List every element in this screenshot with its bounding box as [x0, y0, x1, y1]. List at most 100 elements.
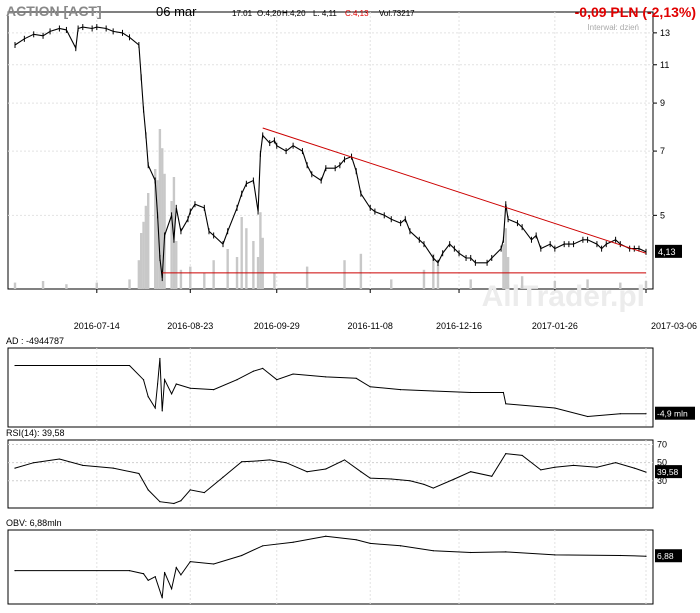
volume-bar	[154, 169, 157, 289]
interval-label: Interwał: dzień	[587, 23, 639, 32]
rsi-point	[491, 475, 493, 477]
obv-point	[470, 551, 472, 554]
obv-point	[14, 570, 16, 572]
volume-bar	[436, 265, 440, 289]
volume-bar	[147, 193, 150, 289]
ad-line	[15, 358, 646, 418]
rsi-point	[112, 467, 114, 469]
y-tick-label: 7	[660, 146, 665, 156]
obv-point	[645, 555, 647, 557]
ad-point	[147, 396, 149, 398]
rsi-point	[633, 467, 635, 469]
last-price-label: 4,13	[658, 247, 676, 257]
y-tick-label: 11	[660, 60, 669, 70]
ad-point	[505, 403, 507, 405]
x-tick-label: 2016-09-29	[254, 321, 300, 331]
obv-point	[175, 567, 177, 569]
obv-point	[554, 554, 556, 556]
volume-bar	[158, 129, 162, 289]
volume-bar	[156, 180, 159, 289]
header-open: O:4,20	[257, 9, 282, 18]
rsi-last-label: 39,58	[657, 467, 679, 477]
volume-bar	[422, 269, 426, 289]
rsi-point	[241, 461, 243, 463]
volume-bar	[644, 281, 648, 289]
price-change: -0,09 PLN (-2,13%)	[575, 4, 696, 20]
rsi-point	[147, 489, 149, 491]
rsi-point	[521, 454, 523, 457]
ad-point	[213, 389, 215, 391]
ad-point	[236, 379, 238, 381]
volume-bar	[252, 241, 255, 289]
volume-bar	[128, 279, 131, 289]
rsi-point	[138, 472, 140, 475]
ad-point	[586, 415, 589, 418]
volume-bar	[619, 282, 622, 289]
rsi-point	[470, 471, 472, 473]
rsi-y-tick-label: 30	[657, 476, 667, 486]
ad-point	[252, 370, 254, 372]
y-tick-label: 9	[660, 98, 665, 108]
volume-bar	[203, 273, 206, 289]
obv-point	[262, 545, 264, 547]
ad-point	[154, 407, 156, 409]
obv-point	[369, 542, 371, 545]
x-tick-label: 2016-11-08	[348, 321, 393, 331]
obv-point	[154, 576, 156, 578]
volume-bar	[170, 201, 173, 289]
volume-bar	[305, 266, 309, 289]
volume-bar	[189, 266, 192, 289]
rsi-point	[159, 501, 161, 503]
ad-point	[355, 377, 357, 379]
volume-bar	[137, 260, 141, 289]
rsi-point	[572, 464, 575, 466]
rsi-point	[285, 462, 287, 464]
x-tick-label: 2016-07-14	[74, 321, 120, 331]
volume-bar	[359, 253, 363, 289]
rsi-y-tick-label: 50	[657, 458, 667, 468]
panel-frame-obv	[7, 529, 654, 605]
obv-point	[128, 570, 131, 572]
rsi-point	[554, 466, 556, 468]
obv-point	[147, 579, 149, 581]
volume-bar	[179, 269, 183, 289]
y-tick-label: 13	[660, 28, 670, 38]
ad-point	[142, 379, 145, 381]
volume-bar	[502, 244, 505, 289]
header-time: 17:01	[232, 9, 253, 18]
rsi-point	[203, 491, 205, 494]
volume-bar	[504, 228, 507, 289]
ad-point	[170, 393, 173, 395]
ad-point	[502, 391, 505, 394]
rsi-point	[596, 466, 598, 468]
rsi-point	[390, 478, 392, 480]
ad-point	[470, 391, 472, 394]
ad-point	[14, 364, 16, 367]
ad-title: AD : -4944787	[6, 336, 64, 346]
panel-frame-ad	[7, 347, 654, 428]
rsi-point	[82, 464, 84, 466]
volume-bar	[140, 233, 143, 289]
obv-point	[161, 597, 163, 599]
obv-point	[241, 554, 243, 557]
rsi-point	[306, 471, 308, 473]
ad-point	[262, 367, 264, 369]
rsi-point	[180, 500, 182, 502]
panel-frame-rsi	[7, 439, 654, 509]
rsi-point	[615, 462, 617, 464]
rsi-title: RSI(14): 39,58	[6, 428, 65, 438]
panel-frame-price	[7, 11, 654, 290]
rsi-point	[645, 471, 647, 473]
header-low: L: 4,11	[313, 9, 337, 18]
volume-bar	[586, 279, 589, 289]
rsi-point	[453, 478, 455, 480]
volume-bar	[432, 253, 435, 289]
obv-point	[325, 535, 327, 537]
obv-title: OBV: 6,88mln	[6, 518, 62, 528]
ad-point	[159, 357, 161, 360]
ad-point	[432, 390, 434, 392]
volume-bar	[142, 221, 145, 289]
ad-last-box	[655, 406, 695, 420]
volume-bar	[144, 205, 148, 289]
ad-last-label: -4,9 mln	[657, 409, 688, 419]
